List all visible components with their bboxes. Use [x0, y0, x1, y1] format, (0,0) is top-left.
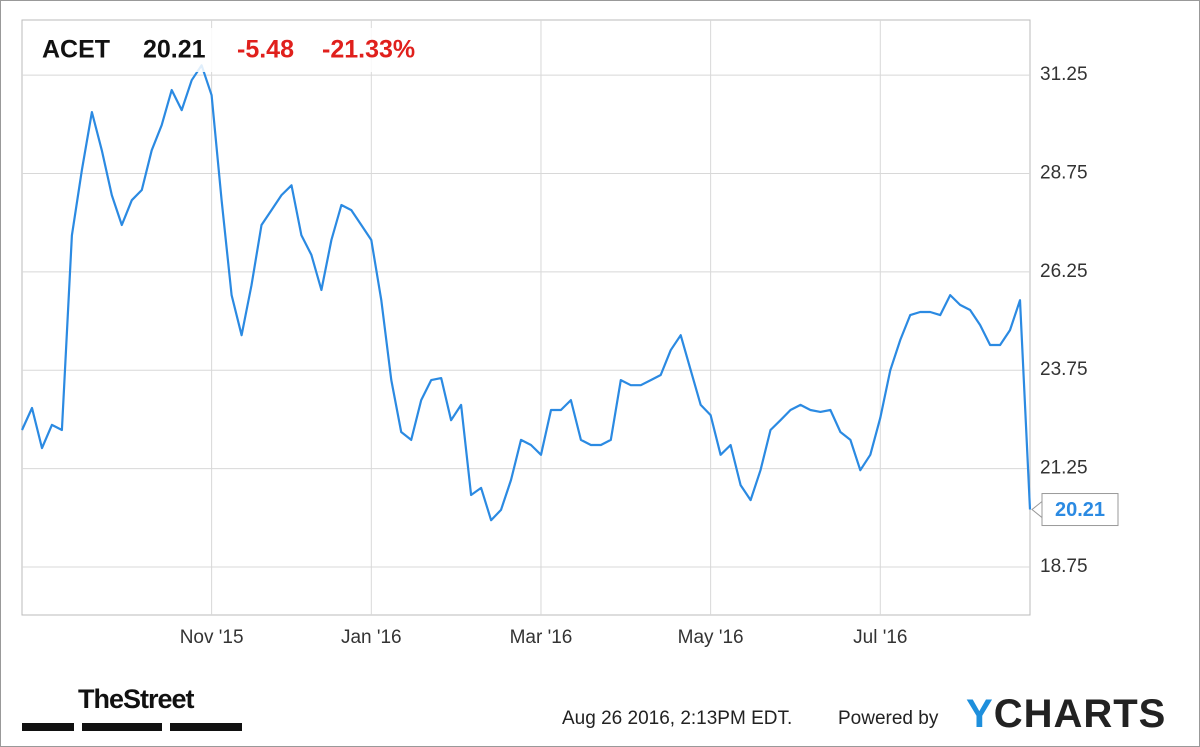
ticker: ACET: [42, 36, 110, 64]
price: 20.21: [143, 36, 206, 64]
y-tick-label: 21.25: [1040, 458, 1088, 479]
logo-bar: [82, 723, 162, 731]
x-tick-label: Nov '15: [180, 627, 244, 648]
timestamp: Aug 26 2016, 2:13PM EDT.: [562, 708, 792, 729]
change-percent: -21.33%: [322, 36, 415, 64]
x-tick-label: Mar '16: [510, 627, 573, 648]
brand-logo: YCHARTS: [966, 692, 1167, 736]
x-tick-label: May '16: [678, 627, 744, 648]
y-tick-label: 18.75: [1040, 556, 1088, 577]
x-tick-label: Jan '16: [341, 627, 402, 648]
publisher-logo: TheStreet: [78, 684, 195, 714]
last-value-box: [1041, 493, 1119, 527]
y-tick-label: 28.75: [1040, 162, 1088, 183]
change: -5.48: [237, 36, 294, 64]
plot-area: [21, 19, 1031, 616]
logo-bar: [170, 723, 242, 731]
x-tick-label: Jul '16: [853, 627, 907, 648]
y-tick-label: 31.25: [1040, 64, 1088, 85]
last-value-label: 20.21: [1055, 499, 1105, 521]
logo-bar: [22, 723, 74, 731]
y-tick-label: 23.75: [1040, 359, 1088, 380]
price-line: [20, 64, 1032, 522]
header-box: [30, 28, 455, 72]
y-tick-label: 26.25: [1040, 261, 1088, 282]
powered-by: Powered by: [838, 708, 939, 729]
